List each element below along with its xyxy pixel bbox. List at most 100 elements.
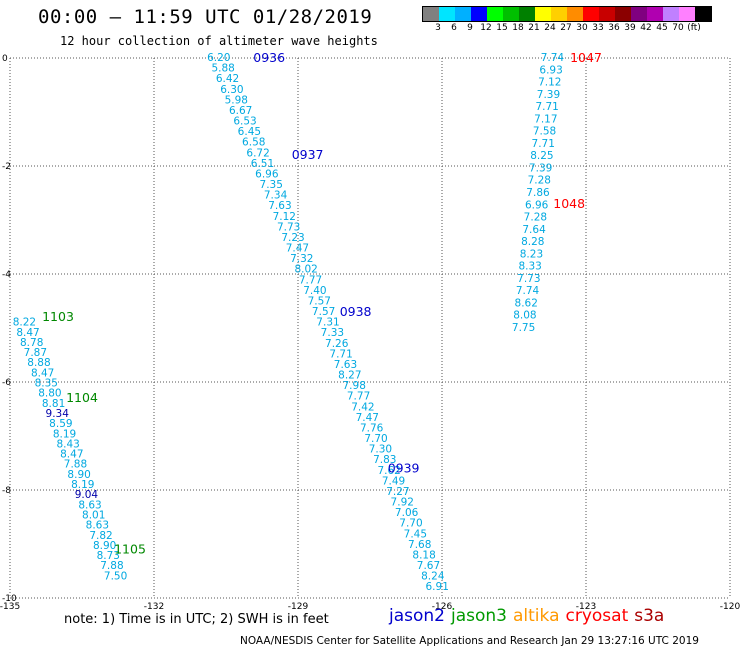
legend-label: 30 xyxy=(576,23,588,33)
wave-height-value: 7.63 xyxy=(334,359,357,371)
wave-height-value: 7.70 xyxy=(399,518,422,530)
legend-swatch xyxy=(663,7,679,21)
x-tick-label: -135 xyxy=(0,602,20,612)
wave-height-value: 7.31 xyxy=(316,317,339,329)
wave-height-value: 7.12 xyxy=(273,211,296,223)
wave-height-value: 7.32 xyxy=(290,253,313,265)
wave-height-value: 7.87 xyxy=(24,347,47,359)
wave-height-value: 7.82 xyxy=(89,530,112,542)
legend-label: 9 xyxy=(467,23,473,33)
wave-height-value: 6.42 xyxy=(216,73,239,85)
wave-height-value: 7.23 xyxy=(281,232,304,244)
wave-height-value: 8.23 xyxy=(520,248,543,260)
wave-height-value: 8.63 xyxy=(86,520,109,532)
wave-height-value: 8.62 xyxy=(515,297,538,309)
credit-line: NOAA/NESDIS Center for Satellite Applica… xyxy=(240,635,699,647)
wave-height-value: 9.34 xyxy=(46,408,70,420)
wave-height-value: 8.88 xyxy=(27,357,50,369)
wave-height-value: 8.78 xyxy=(20,337,43,349)
wave-height-value: 7.70 xyxy=(364,433,387,445)
wave-height-value: 7.98 xyxy=(343,380,366,392)
wave-height-value: 7.71 xyxy=(329,348,352,360)
legend-swatch xyxy=(455,7,471,21)
wave-height-value: 6.96 xyxy=(525,199,549,211)
wave-height-value: 8.80 xyxy=(38,388,61,400)
legend-swatch xyxy=(631,7,647,21)
wave-height-value: 6.72 xyxy=(246,147,269,159)
page-subtitle: 12 hour collection of altimeter wave hei… xyxy=(60,34,378,48)
wave-height-value: 7.63 xyxy=(268,200,291,212)
wave-height-value: 7.26 xyxy=(325,338,349,350)
wave-height-value: 7.40 xyxy=(303,285,326,297)
wave-height-value: 7.73 xyxy=(277,221,300,233)
wave-height-value: 6.45 xyxy=(238,126,261,138)
satellite-legend-item: cryosat xyxy=(565,606,629,626)
wave-height-value: 8.47 xyxy=(31,367,54,379)
wave-height-value: 5.98 xyxy=(225,94,248,106)
wave-height-value: 6.67 xyxy=(229,105,252,117)
wave-height-value: 7.62 xyxy=(377,465,400,477)
legend-label: (ft) xyxy=(687,23,701,33)
time-label: 1104 xyxy=(66,390,98,405)
wave-height-value: 7.39 xyxy=(537,89,560,101)
y-tick-label: 0 xyxy=(2,54,8,64)
legend-label: 15 xyxy=(496,23,508,33)
wave-height-value: 7.27 xyxy=(386,486,409,498)
wave-height-value: 7.57 xyxy=(308,295,331,307)
satellite-legend-item: jason2 xyxy=(389,606,445,626)
wave-height-value: 6.96 xyxy=(255,168,279,180)
wave-height-value: 8.47 xyxy=(60,449,83,461)
legend-swatch xyxy=(599,7,615,21)
legend-label: 36 xyxy=(608,23,620,33)
wave-height-value: 7.92 xyxy=(391,497,414,509)
wave-height-value: 7.88 xyxy=(100,560,123,572)
wave-height-value: 7.77 xyxy=(347,391,370,403)
wave-height-value: 8.47 xyxy=(16,327,39,339)
wave-height-value: 7.06 xyxy=(395,507,419,519)
time-label: 1048 xyxy=(553,196,585,211)
x-tick-label: -129 xyxy=(288,602,309,612)
legend-swatch xyxy=(679,7,695,21)
wave-height-value: 8.19 xyxy=(71,479,94,491)
legend-swatch xyxy=(551,7,567,21)
legend-swatch xyxy=(567,7,583,21)
wave-height-value: 7.45 xyxy=(404,528,427,540)
wave-height-value: 5.88 xyxy=(211,63,234,75)
y-tick-label: -6 xyxy=(2,378,11,388)
wave-height-value: 7.86 xyxy=(526,187,550,199)
satellite-legend-item: jason3 xyxy=(451,606,507,626)
wave-height-value: 7.74 xyxy=(541,52,565,64)
wave-height-value: 6.20 xyxy=(207,52,230,64)
wave-height-value: 9.04 xyxy=(75,489,99,501)
legend-swatches xyxy=(422,6,712,22)
wave-height-value: 7.67 xyxy=(417,560,440,572)
wave-height-value: 7.77 xyxy=(299,274,322,286)
wave-height-value: 7.39 xyxy=(529,162,552,174)
legend-swatch xyxy=(471,7,487,21)
y-tick-label: -8 xyxy=(2,486,11,496)
wave-height-value: 7.17 xyxy=(534,113,557,125)
wave-height-value: 8.08 xyxy=(513,310,536,322)
legend-swatch xyxy=(535,7,551,21)
wave-height-value: 7.47 xyxy=(286,243,309,255)
wave-height-value: 7.75 xyxy=(512,322,535,334)
wave-height-value: 7.30 xyxy=(369,444,392,456)
wave-height-value: 8.24 xyxy=(421,571,445,583)
legend-swatch xyxy=(423,7,439,21)
wave-height-value: 7.88 xyxy=(64,459,87,471)
legend-swatch xyxy=(503,7,519,21)
legend-label: 21 xyxy=(528,23,540,33)
wave-height-value: 7.50 xyxy=(104,570,127,582)
wave-height-value: 7.35 xyxy=(260,179,283,191)
time-label: 0938 xyxy=(340,304,372,319)
wave-height-value: 8.19 xyxy=(53,428,76,440)
time-label: 0937 xyxy=(292,147,324,162)
wave-height-value: 8.73 xyxy=(97,550,120,562)
color-legend: 3 6 9 12 15 18 21 24 27 30 33 36 39 42 45 70 (ft) xyxy=(422,6,712,34)
time-label: 1105 xyxy=(114,541,146,556)
legend-swatch xyxy=(487,7,503,21)
wave-height-value: 7.71 xyxy=(532,138,555,150)
wave-height-value: 7.28 xyxy=(528,175,551,187)
time-label: 1103 xyxy=(42,309,74,324)
wave-height-value: 7.57 xyxy=(312,306,335,318)
